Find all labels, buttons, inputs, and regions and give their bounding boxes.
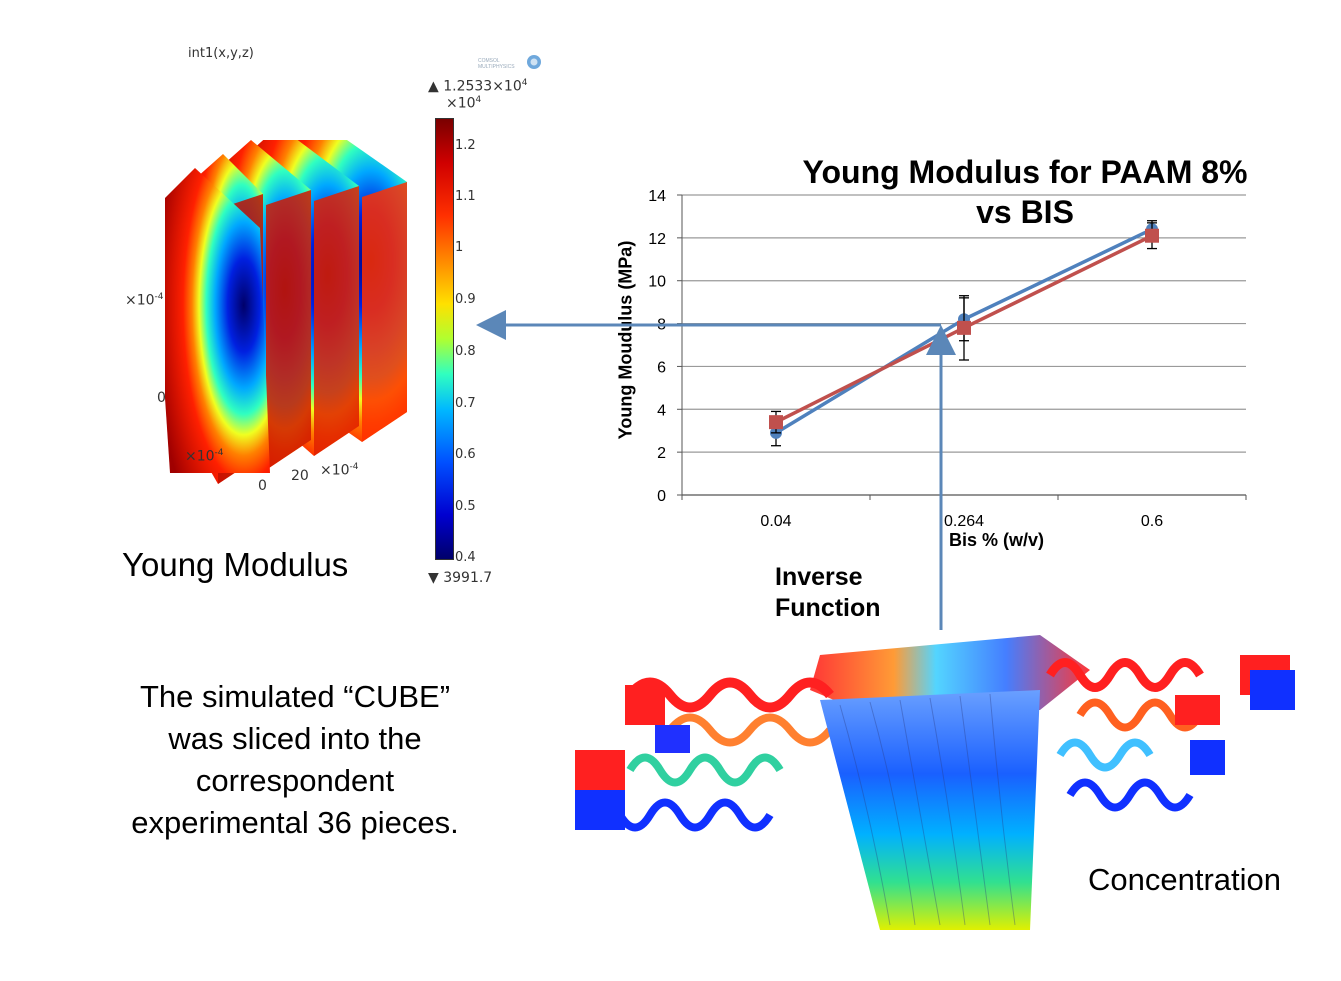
y-tick-label: 10 [648,274,666,291]
concentration-caption: Concentration [1088,862,1282,897]
sliced-cube-plot [165,140,407,484]
x-tick-label: 0.264 [944,513,984,530]
concentration-simulation [575,635,1295,930]
colorbar-tick-label: 1.1 [455,189,476,204]
colorbar-tick-label: 0.8 [455,344,476,359]
description-text: The simulated “CUBE” was sliced into the… [131,679,459,840]
x-tick-label: 0.04 [760,513,791,530]
colorbar-tick-label: 0.7 [455,396,476,411]
data-point [1145,228,1159,243]
x-scale-label: ×10-4 [185,448,224,465]
colorbar-tick-label: 1.2 [455,138,476,153]
y-tick-label: 0 [657,488,666,505]
y-tick-label: 6 [657,359,666,376]
x-tick-label: 0.6 [1141,513,1163,530]
colorbar-tick-label: 0.4 [455,550,476,565]
comsol-logo: COMSOL MULTIPHYSICS [476,54,546,74]
colorbar-tick-label: 1 [455,240,464,255]
colorbar-tick-label: 0.5 [455,499,476,514]
young-modulus-caption: Young Modulus [122,546,349,583]
z-scale-label: ×10-4 [320,462,359,479]
data-point [769,415,783,430]
axis-zero-bottom: 0 [258,478,267,494]
inverse-function-label: Inverse Function [775,563,881,622]
x-axis-label: Bis % (w/v) [949,530,1045,550]
y-tick-label: 2 [657,445,666,462]
colorbar-min-label: ▼ 3991.7 [428,570,493,586]
colorbar-ticks: 1.2 1.1 1 0.9 0.8 0.7 0.6 0.5 0.4 [453,118,493,565]
data-point [957,320,971,335]
y-tick-label: 12 [648,231,666,248]
colorbar-scale-label: ×104 [446,95,482,112]
axis-20-label: 20 [291,468,309,484]
plot-title: int1(x,y,z) [188,46,254,61]
y-tick-label: 4 [657,402,666,419]
y-tick-label: 14 [648,188,666,205]
colorbar-max-label: ▲ 1.2533×104 [428,78,528,95]
axis-zero-left: 0 [157,390,166,406]
chart-title: Young Modulus for PAAM 8% vs BIS [802,154,1248,230]
colorbar [435,118,454,560]
colorbar-tick-label: 0.9 [455,292,476,307]
colorbar-tick-label: 0.6 [455,447,476,462]
y-scale-label: ×10-4 [125,292,164,309]
